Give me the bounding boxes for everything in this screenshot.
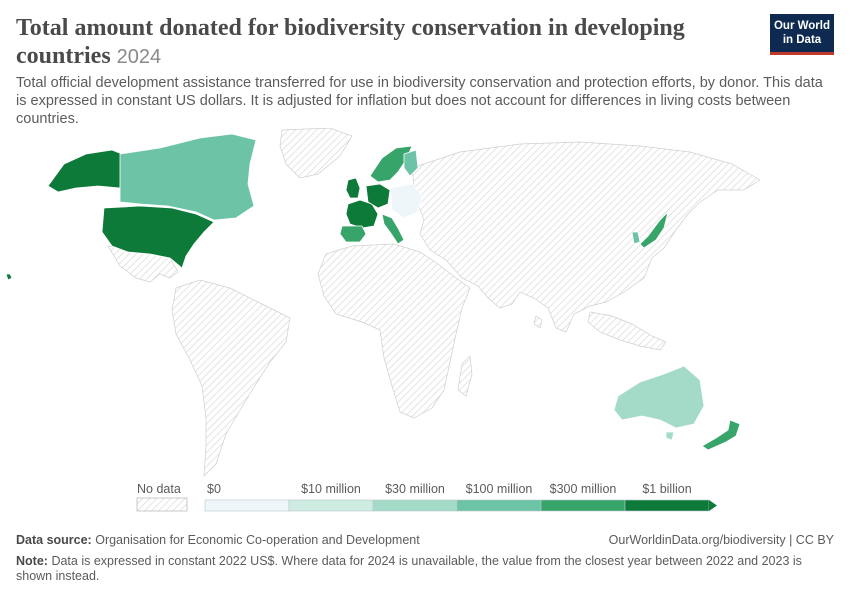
spain-shape[interactable]: [339, 225, 367, 243]
note-text: Data is expressed in constant 2022 US$. …: [16, 554, 802, 583]
donor-countries: [5, 133, 741, 451]
legend-bins: $0 $10 million $30 million $100 million $300…: [204, 482, 717, 512]
south-korea-shape[interactable]: [631, 231, 641, 245]
legend-swatch-4[interactable]: [540, 499, 626, 512]
legend-swatch-2[interactable]: [372, 499, 458, 512]
logo-line-2: in Data: [782, 34, 822, 46]
germany-shape[interactable]: [365, 183, 391, 209]
title-year: 2024: [116, 46, 162, 68]
footer: Data source: Organisation for Economic C…: [16, 533, 834, 584]
owid-logo[interactable]: Our World in Data: [770, 14, 834, 55]
finland-shape[interactable]: [403, 149, 419, 177]
legend-swatch-0[interactable]: [204, 499, 290, 512]
footer-row: Data source: Organisation for Economic C…: [16, 533, 834, 548]
no-data-swatch: [136, 497, 188, 512]
legend-label-5: $1 billion: [642, 482, 691, 496]
source-text[interactable]: Organisation for Economic Co-operation a…: [95, 533, 420, 547]
logo-line-1: Our World: [773, 20, 830, 32]
eurasia-east-shape[interactable]: [411, 141, 761, 333]
map-legend: No data $0 $10 million $30 million $100 mil…: [136, 482, 717, 512]
legend-label-2: $30 million: [385, 482, 445, 496]
france-shape[interactable]: [345, 199, 379, 229]
chart-subtitle: Total official development assistance tr…: [16, 75, 823, 127]
canada-shape[interactable]: [119, 133, 257, 221]
italy-shape[interactable]: [381, 213, 405, 245]
no-data-label: No data: [137, 482, 181, 496]
legend-label-0: $0: [207, 482, 221, 496]
legend-swatch-5[interactable]: [624, 499, 710, 512]
legend-label-1: $10 million: [301, 482, 361, 496]
australia-shape[interactable]: [613, 365, 705, 429]
hawaii-shape[interactable]: [5, 273, 13, 281]
chart-title: Total amount donated for biodiversity co…: [16, 14, 716, 71]
title-text: Total amount donated for biodiversity co…: [16, 15, 685, 69]
alaska-shape[interactable]: [47, 149, 123, 193]
africa-shape[interactable]: [317, 243, 471, 419]
note-label: Note:: [16, 554, 48, 568]
no-data-regions: [107, 128, 761, 477]
southeast-asia-islands-shape[interactable]: [587, 311, 667, 351]
south-america-shape[interactable]: [171, 279, 291, 477]
legend-swatch-1[interactable]: [288, 499, 374, 512]
greenland-shape[interactable]: [279, 128, 353, 179]
japan-shape[interactable]: [639, 210, 669, 249]
source-label: Data source:: [16, 533, 92, 547]
legend-arrow: [709, 500, 717, 511]
note: Note: Data is expressed in constant 2022…: [16, 554, 834, 584]
data-source: Data source: Organisation for Economic C…: [16, 533, 420, 548]
new-zealand-shape[interactable]: [701, 419, 741, 451]
madagascar-shape[interactable]: [457, 355, 473, 397]
eastern-europe-shape[interactable]: [389, 183, 423, 219]
legend-swatch-3[interactable]: [456, 499, 542, 512]
tasmania-shape[interactable]: [665, 431, 675, 441]
source-url[interactable]: OurWorldinData.org/biodiversity | CC BY: [608, 533, 834, 547]
legend-label-4: $300 million: [550, 482, 617, 496]
usa-shape[interactable]: [101, 205, 215, 269]
legend-label-3: $100 million: [466, 482, 533, 496]
sri-lanka-shape[interactable]: [533, 315, 543, 329]
uk-shape[interactable]: [345, 177, 361, 199]
world-map[interactable]: [0, 128, 850, 480]
